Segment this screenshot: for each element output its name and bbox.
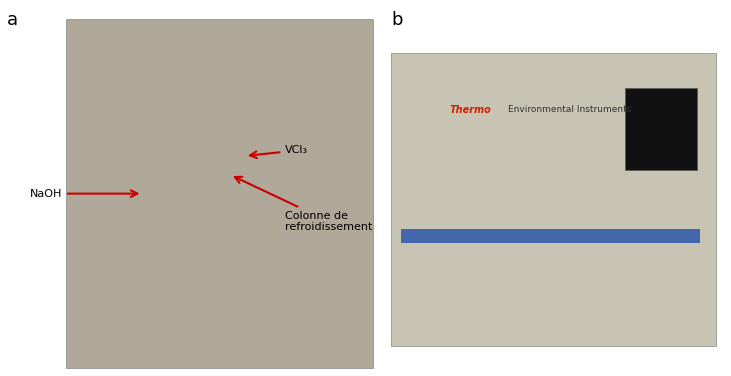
Text: a: a [7,11,18,29]
Text: Colonne de
refroidissement: Colonne de refroidissement [235,177,373,232]
Text: NaOH: NaOH [30,189,137,199]
FancyBboxPatch shape [66,19,373,368]
Text: Thermo: Thermo [450,105,491,115]
Text: Environmental Instruments: Environmental Instruments [508,105,632,114]
FancyBboxPatch shape [625,88,697,170]
Text: b: b [391,11,403,29]
FancyBboxPatch shape [391,53,716,346]
Text: VCl₃: VCl₃ [250,146,308,158]
FancyBboxPatch shape [401,229,700,243]
